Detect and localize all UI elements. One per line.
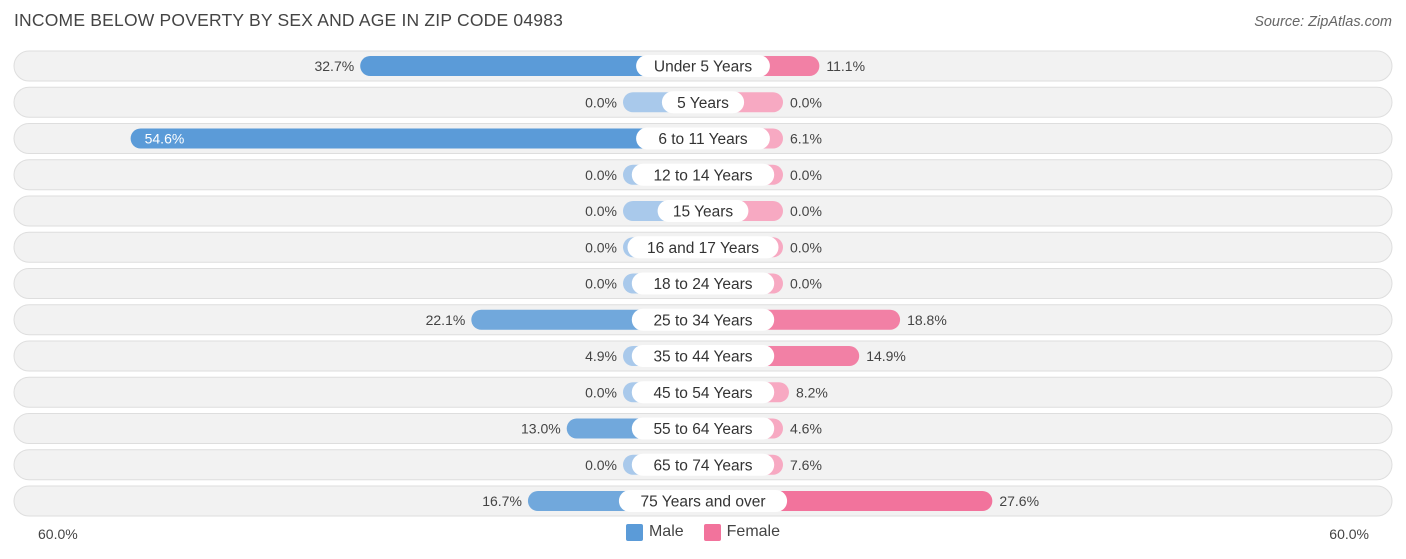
female-value-label: 14.9%	[866, 348, 906, 364]
male-value-label: 0.0%	[585, 239, 617, 255]
category-pill	[631, 272, 775, 295]
male-value-label: 22.1%	[426, 312, 466, 328]
category-label: 15 Years	[673, 204, 734, 221]
female-value-label: 27.6%	[999, 493, 1039, 509]
female-value-label: 4.6%	[790, 421, 822, 437]
male-value-label: 0.0%	[585, 457, 617, 473]
category-pill	[631, 345, 775, 367]
female-value-label: 0.0%	[790, 167, 822, 183]
category-pill	[631, 453, 775, 476]
male-bar[interactable]	[130, 128, 704, 149]
male-value-label: 0.0%	[585, 276, 617, 292]
male-value-label: 4.9%	[585, 348, 617, 364]
category-pill	[636, 127, 770, 150]
category-label: 5 Years	[677, 95, 729, 112]
category-label: 75 Years and over	[641, 494, 766, 511]
axis-right-label: 60.0%	[1329, 526, 1369, 542]
female-value-label: 0.0%	[790, 276, 822, 292]
legend-female-label: Female	[726, 523, 781, 540]
category-pill	[627, 236, 779, 259]
male-value-label: 16.7%	[482, 493, 522, 509]
female-value-label: 0.0%	[790, 94, 822, 110]
category-label: 12 to 14 Years	[653, 167, 752, 184]
category-pill	[657, 200, 749, 222]
axis-left-label: 60.0%	[38, 526, 78, 542]
category-pill	[618, 490, 788, 512]
legend: Male Female	[0, 523, 1406, 541]
female-value-label: 8.2%	[796, 384, 828, 400]
source-label: Source: ZipAtlas.com	[1254, 14, 1392, 30]
category-label: 6 to 11 Years	[658, 131, 748, 148]
female-value-label: 7.6%	[790, 457, 822, 473]
legend-male-label: Male	[648, 523, 684, 540]
category-label: 65 to 74 Years	[653, 457, 752, 474]
female-value-label: 0.0%	[790, 203, 822, 219]
category-label: 16 and 17 Years	[647, 240, 759, 257]
male-value-label: 32.7%	[314, 58, 354, 74]
category-pill	[661, 91, 745, 114]
male-value-label: 0.0%	[585, 203, 617, 219]
category-pill	[631, 163, 775, 186]
male-value-label: 13.0%	[521, 421, 561, 437]
category-label: 35 to 44 Years	[653, 349, 752, 366]
category-label: 45 to 54 Years	[653, 385, 752, 402]
category-pill	[631, 417, 775, 440]
female-value-label: 0.0%	[790, 239, 822, 255]
category-label: 25 to 34 Years	[653, 312, 752, 329]
female-value-label: 11.1%	[826, 58, 865, 74]
legend-female[interactable]: Female	[703, 523, 781, 541]
male-swatch	[625, 523, 643, 541]
category-pill	[631, 308, 775, 331]
category-label: 55 to 64 Years	[653, 421, 752, 438]
female-swatch	[703, 523, 721, 541]
male-value-label: 0.0%	[585, 384, 617, 400]
category-pill	[631, 381, 775, 404]
legend-male[interactable]: Male	[625, 523, 684, 541]
category-pill	[636, 55, 770, 77]
female-value-label: 18.8%	[907, 312, 947, 328]
male-value-label: 54.6%	[145, 131, 185, 147]
male-bar[interactable]	[360, 56, 703, 76]
category-label: Under 5 Years	[654, 59, 752, 76]
poverty-chart: 32.7% 11.1% Under 5 Years 0.0% 0.0% 5 Years 54…	[13, 50, 1393, 517]
male-value-label: 0.0%	[585, 167, 617, 183]
male-value-label: 0.0%	[585, 94, 617, 110]
category-label: 18 to 24 Years	[653, 276, 752, 293]
female-value-label: 6.1%	[790, 131, 822, 147]
chart-title: INCOME BELOW POVERTY BY SEX AND AGE IN Z…	[14, 10, 564, 30]
